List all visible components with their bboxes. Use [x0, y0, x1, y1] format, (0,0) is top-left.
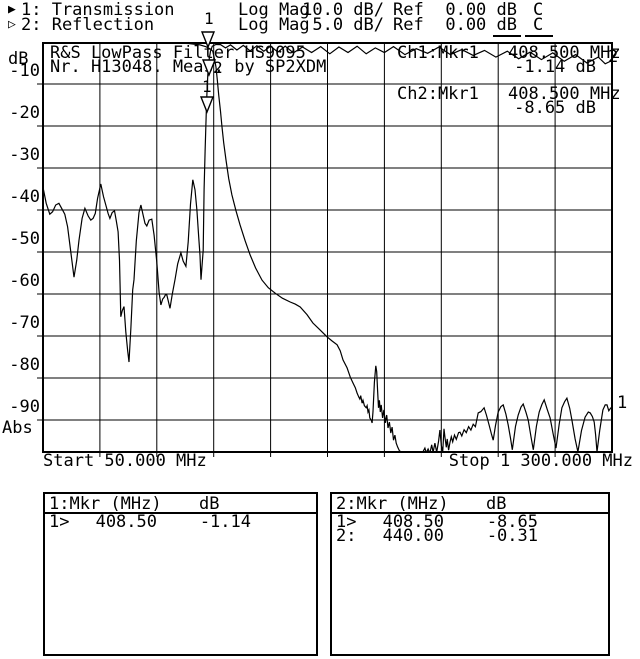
marker-table-ch2: 2:Mkr (MHz) dB 1> 408.50 -8.65 2: 440.00…: [330, 492, 610, 656]
trace2-curve-label: 2: [608, 47, 619, 67]
plot-title-line2: Nr. H13048. Meas. by SP2XDM: [50, 57, 327, 77]
ch1-marker-name: Ch1:Mkr1: [397, 43, 479, 63]
trace2-ref-value: 0.00 dB: [445, 15, 517, 35]
trace2-ref-label: Ref: [393, 15, 424, 35]
table-row-level: -8.65: [486, 512, 538, 532]
y-axis-unit-label: dB: [8, 49, 29, 69]
active-channel-underline: [525, 35, 553, 37]
y-tick-label: -80: [9, 355, 40, 375]
trace1-ref-value: 0.00 dB: [445, 0, 517, 20]
trace2-cal-flag: C: [533, 15, 544, 35]
marker-table-ch2-unit: dB: [486, 494, 507, 514]
trace1-format: Log Mag: [238, 0, 310, 20]
trace1-name: 1: Transmission: [21, 0, 175, 20]
table-row-freq: 440.00: [382, 526, 444, 546]
ch2-marker-level: -8.65 dB: [514, 98, 596, 118]
y-tick-label: -90: [9, 397, 40, 417]
table-row-level: -0.31: [486, 526, 538, 546]
marker-table-ch1-header: 1:Mkr (MHz): [49, 494, 162, 514]
y-tick-label: -30: [9, 145, 40, 165]
table-row-marker-num: 1>: [336, 512, 357, 532]
trace1-curve-label: 1: [617, 393, 628, 413]
table-header-separator: [332, 512, 608, 514]
table-row-marker-num: 1>: [49, 512, 70, 532]
y-tick-label: -10: [9, 61, 40, 81]
marker-number-label: 1: [202, 77, 212, 96]
marker-triangle-icon: [199, 96, 215, 114]
y-tick-label: -20: [9, 103, 40, 123]
marker-number-label: 1: [204, 9, 214, 28]
table-row-freq: 408.50: [382, 512, 444, 532]
ch1-marker-level: -1.14 dB: [514, 57, 596, 77]
marker-table-ch2-header: 2:Mkr (MHz): [336, 494, 449, 514]
table-header-separator: [45, 512, 316, 514]
x-axis-stop-label: Stop 1 300.000 MHz: [448, 451, 633, 471]
y-axis-bottom-label: Abs: [2, 418, 33, 438]
trace1-cal-flag: C: [533, 0, 544, 20]
trace1-scale: 10.0 dB/: [302, 0, 384, 20]
y-tick-label: -40: [9, 187, 40, 207]
y-tick-label: -70: [9, 313, 40, 333]
trace2-name: 2: Reflection: [21, 15, 155, 35]
trace2-scale: 5.0 dB/: [312, 15, 384, 35]
trace1-ref-label: Ref: [393, 0, 424, 20]
trace2-format: Log Mag: [238, 15, 310, 35]
marker-table-ch1: 1:Mkr (MHz) dB 1> 408.50 -1.14: [43, 492, 318, 656]
y-tick-label: -50: [9, 229, 40, 249]
marker-table-ch1-unit: dB: [199, 494, 220, 514]
y-tick-label: -60: [9, 271, 40, 291]
table-row-freq: 408.50: [95, 512, 157, 532]
table-row-level: -1.14: [199, 512, 251, 532]
active-channel-underline: [493, 35, 521, 37]
trace2-bullet-icon: ▷: [8, 17, 16, 32]
table-row-marker-num: 2:: [336, 526, 357, 546]
ch2-marker-name: Ch2:Mkr1: [397, 84, 479, 104]
x-axis-start-label: Start 50.000 MHz: [43, 451, 207, 471]
trace1-bullet-icon: ▶: [8, 2, 16, 17]
